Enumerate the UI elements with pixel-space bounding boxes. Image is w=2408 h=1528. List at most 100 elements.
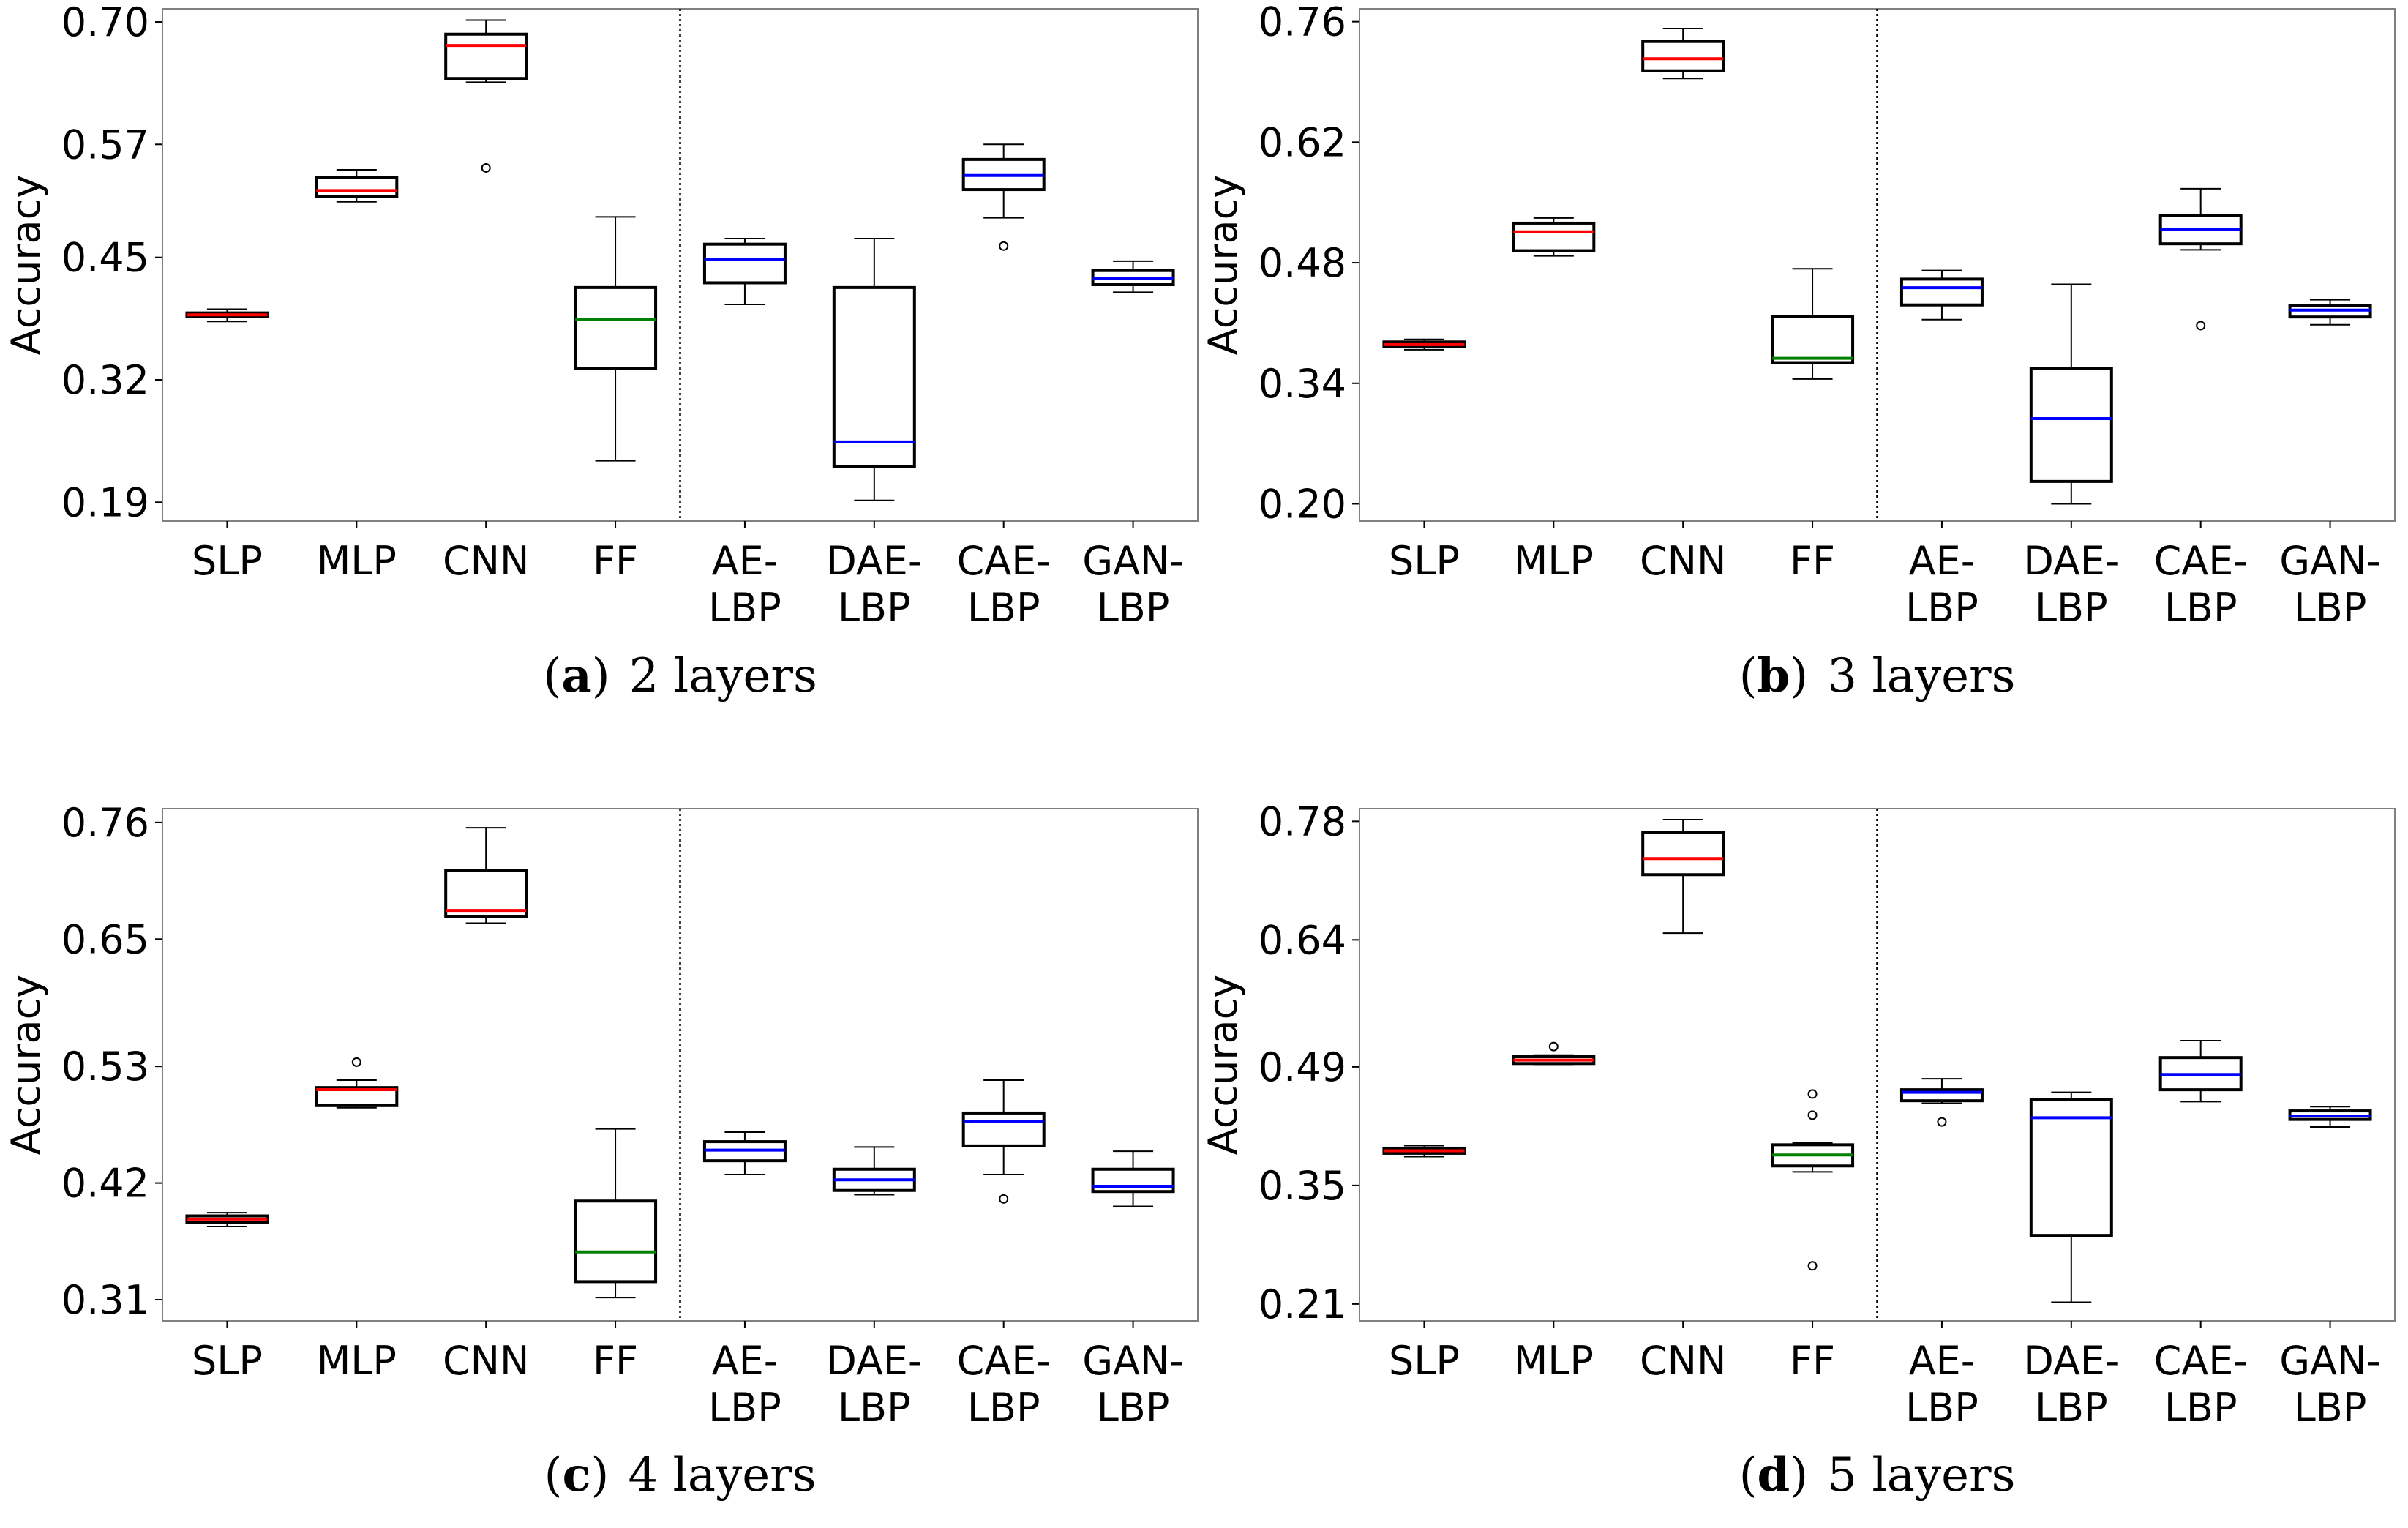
panel-a-xtick-label: CAE-LBP: [957, 538, 1051, 631]
panel-b-xtick-label: SLP: [1389, 538, 1460, 584]
panel-d-ae-lbp-box: [1899, 1088, 1984, 1103]
panel-b-xtick-label-line: LBP: [2294, 585, 2367, 631]
panel-b-caption-label: b: [1758, 648, 1790, 703]
panel-c-xtick-label: GAN-LBP: [1082, 1338, 1184, 1431]
panel-d-mlp-outlier: [1548, 1041, 1559, 1052]
panel-a-xtick-label-line: CAE-: [957, 538, 1051, 584]
panel-d-xtick-label: CNN: [1640, 1338, 1727, 1384]
panel-a-xtick-label-line: LBP: [708, 585, 781, 631]
panel-d-ae-lbp-outlier: [1937, 1117, 1947, 1127]
panel-c-xtick-label: FF: [593, 1338, 638, 1384]
panel-b-xtick-label-line: LBP: [1905, 585, 1978, 631]
panel-d-xtick-label-line: CAE-: [2154, 1338, 2248, 1384]
panel-d-xtick-label: DAE-LBP: [2023, 1338, 2119, 1431]
panel-c-xtick-label: CAE-LBP: [957, 1338, 1051, 1431]
panel-d-xtick-label: SLP: [1389, 1338, 1460, 1384]
panel-a-xtick-label-line: DAE-: [826, 538, 922, 584]
panel-a-xtick-label-line: LBP: [838, 585, 911, 631]
panel-c-xtick-label-line: DAE-: [826, 1338, 922, 1384]
panel-c-xtick-label-line: LBP: [838, 1385, 911, 1431]
panel-a-caption-label: a: [561, 648, 591, 703]
panel-a-cae-lbp-outlier: [999, 241, 1009, 251]
panel-c-ff-box: [574, 1199, 658, 1284]
panel-c-ytick-label: 0.31: [61, 1277, 149, 1323]
panel-c-xtick-label-line: LBP: [1097, 1385, 1170, 1431]
panel-b-caption: (b) 3 layers: [1739, 648, 2016, 703]
panel-a-caption-text: 2 layers: [629, 649, 817, 703]
panel-d-ff-outlier: [1807, 1089, 1818, 1099]
panel-b-xtick-label-line: LBP: [2035, 585, 2108, 631]
panel-b-xtick-label: DAE-LBP: [2023, 538, 2119, 631]
panel-b-ytick-label: 0.34: [1259, 361, 1346, 407]
panel-a-xtick-label-line: FF: [593, 538, 638, 584]
panel-b-xtick-label-line: FF: [1790, 538, 1835, 584]
panel-a-xtick-label: AE-LBP: [708, 538, 781, 631]
panel-c-caption-label: c: [562, 1448, 590, 1502]
panel-d-xtick-label-line: AE-: [1909, 1338, 1976, 1384]
panel-d-caption-text: 5 layers: [1827, 1448, 2015, 1502]
panel-b-xtick-label-line: DAE-: [2023, 538, 2119, 584]
panel-a-xtick-label: MLP: [317, 538, 397, 584]
panel-a-dae-lbp-box: [832, 285, 916, 468]
panel-d-ytick-label: 0.78: [1259, 798, 1346, 844]
panel-b-xtick-label: CAE-LBP: [2154, 538, 2248, 631]
panel-b-xtick-label-line: MLP: [1514, 538, 1594, 584]
panel-b-xtick-label-line: CNN: [1640, 538, 1727, 584]
panel-d-ff-outlier: [1807, 1110, 1818, 1120]
panel-d-xtick-label-line: SLP: [1389, 1338, 1460, 1384]
panel-b-xtick-label-line: LBP: [2164, 585, 2238, 631]
panel-a-ytick-label: 0.32: [61, 357, 149, 403]
panel-d-xtick-label-line: LBP: [2294, 1385, 2367, 1431]
panel-d-caption: (d) 5 layers: [1739, 1448, 2016, 1502]
panel-a-xtick-label: CNN: [443, 538, 530, 584]
panel-b-xtick-label: MLP: [1514, 538, 1594, 584]
panel-b-ytick-label: 0.62: [1259, 119, 1346, 165]
panel-c-xtick-label-line: MLP: [317, 1338, 397, 1384]
panel-b-ff-box: [1771, 315, 1855, 364]
panel-c-xtick-label: DAE-LBP: [826, 1338, 922, 1431]
panel-c-xtick-label-line: CAE-: [957, 1338, 1051, 1384]
panel-c-xtick-label: AE-LBP: [708, 1338, 781, 1431]
panel-c-caption-text: 4 layers: [628, 1448, 816, 1502]
panel-c-ytick-label: 0.76: [61, 800, 149, 846]
panel-a-cnn-outlier: [481, 162, 491, 173]
panel-b-ytick-label: 0.20: [1259, 481, 1346, 527]
panel-a-cnn-box: [444, 32, 528, 80]
panel-b-dae-lbp-box: [2029, 367, 2113, 483]
panel-d-xtick-label: CAE-LBP: [2154, 1338, 2248, 1431]
panel-a-xtick-label-line: AE-: [712, 538, 779, 584]
panel-a-xtick-label: SLP: [192, 538, 263, 584]
panel-d-ytick-label: 0.64: [1259, 917, 1346, 963]
panel-d-boxes: [1382, 819, 2372, 1303]
panel-a-xtick-label: DAE-LBP: [826, 538, 922, 631]
panel-a-caption: (a) 2 layers: [543, 648, 817, 703]
panel-c-xtick-label-line: SLP: [192, 1338, 263, 1384]
panel-a-xtick-label-line: MLP: [317, 538, 397, 584]
panel-a-mlp-box: [315, 176, 399, 198]
panel-b-xtick-label: CNN: [1640, 538, 1727, 584]
panel-d-dae-lbp-box: [2029, 1098, 2113, 1237]
panel-d-xtick-label-line: DAE-: [2023, 1338, 2119, 1384]
panel-d-y-axis-label: Accuracy: [1200, 975, 1246, 1156]
panel-b-xtick-label-line: AE-: [1909, 538, 1976, 584]
panel-d-xtick-label-line: MLP: [1514, 1338, 1594, 1384]
panel-b-ytick-label: 0.48: [1259, 240, 1346, 286]
panel-d-ytick-label: 0.21: [1259, 1281, 1346, 1327]
panel-b-caption-text: 3 layers: [1827, 649, 2015, 703]
panel-c-gan-lbp-box: [1091, 1167, 1175, 1194]
panel-c-xtick-label-line: CNN: [443, 1338, 530, 1384]
panel-b-xtick-label: AE-LBP: [1905, 538, 1978, 631]
panel-d-xtick-label: GAN-LBP: [2279, 1338, 2381, 1431]
panel-b-boxes: [1382, 28, 2372, 505]
panel-c-ytick-label: 0.42: [61, 1161, 149, 1207]
panel-a-ytick-label: 0.70: [61, 0, 149, 45]
panel-b-cae-lbp-outlier: [2196, 321, 2206, 331]
panel-d-xtick-label-line: LBP: [1905, 1385, 1978, 1431]
panel-b-ytick-label: 0.76: [1259, 0, 1346, 45]
panel-c-xtick-label-line: LBP: [708, 1385, 781, 1431]
panel-d-xtick-label-line: CNN: [1640, 1338, 1727, 1384]
